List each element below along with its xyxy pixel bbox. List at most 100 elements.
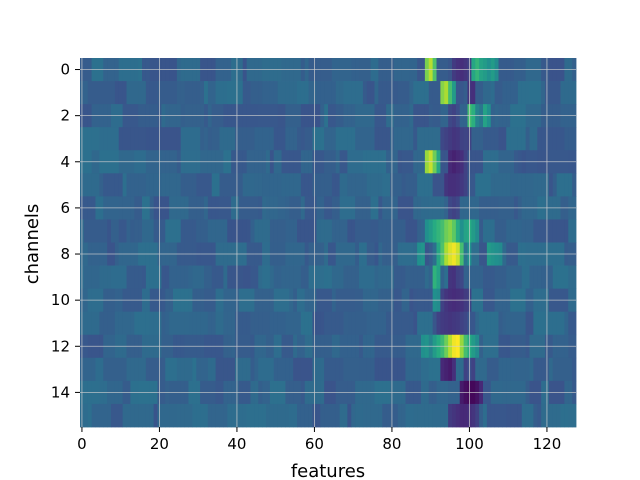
heatmap-cell <box>529 265 534 290</box>
heatmap-cell <box>328 127 333 151</box>
heatmap-cell <box>262 357 267 382</box>
heatmap-cell <box>107 403 112 428</box>
heatmap-cell <box>556 127 561 151</box>
heatmap-cell <box>103 311 108 336</box>
heatmap-cell <box>440 173 445 197</box>
heatmap-cell <box>231 357 236 382</box>
heatmap-cell <box>572 127 577 151</box>
heatmap-cell <box>486 403 492 428</box>
heatmap-cell <box>436 81 441 105</box>
heatmap-cell <box>432 357 437 382</box>
heatmap-cell <box>533 173 538 197</box>
heatmap-cell <box>242 311 248 336</box>
heatmap-cell <box>382 311 387 336</box>
heatmap-cell <box>227 173 232 197</box>
heatmap-cell <box>564 357 569 382</box>
heatmap-cell <box>428 219 434 243</box>
heatmap-cell <box>242 265 248 290</box>
heatmap-cell <box>409 127 414 151</box>
heatmap-cell <box>448 219 453 243</box>
heatmap-cell <box>471 357 476 382</box>
heatmap-cell <box>347 403 352 428</box>
heatmap-cell <box>533 81 538 105</box>
heatmap-cell <box>258 81 263 105</box>
heatmap-cell <box>479 265 484 290</box>
heatmap-cell <box>560 173 565 197</box>
heatmap-cell <box>502 81 507 105</box>
heatmap-cell <box>498 81 503 105</box>
heatmap-cell <box>541 403 546 428</box>
heatmap-cell <box>339 265 344 290</box>
heatmap-cell <box>328 403 333 428</box>
heatmap-cell <box>103 127 108 151</box>
heatmap-cell <box>552 219 558 243</box>
heatmap-cell <box>440 219 445 243</box>
heatmap-cell <box>498 127 503 151</box>
heatmap-cell <box>273 219 279 243</box>
heatmap-cell <box>537 81 542 105</box>
heatmap-cell <box>111 219 116 243</box>
heatmap-cell <box>142 403 147 428</box>
heatmap-cell <box>324 127 329 151</box>
heatmap-cell <box>490 219 496 243</box>
heatmap-cell <box>277 357 282 382</box>
heatmap-cell <box>502 265 507 290</box>
heatmap-cell <box>293 311 298 336</box>
heatmap-cell <box>444 219 449 243</box>
heatmap-cell <box>114 265 120 290</box>
heatmap-cell <box>227 127 232 151</box>
heatmap-cell <box>541 311 546 336</box>
heatmap-cell <box>366 357 372 382</box>
heatmap-cell <box>463 403 468 428</box>
heatmap-cell <box>436 173 441 197</box>
heatmap-cell <box>347 127 352 151</box>
heatmap-cell <box>173 127 178 151</box>
heatmap-cell <box>490 173 496 197</box>
heatmap-cell <box>246 357 251 382</box>
heatmap-cell <box>417 127 422 151</box>
heatmap-cell <box>417 357 422 382</box>
heatmap-cell <box>122 127 127 151</box>
heatmap-cell <box>537 265 542 290</box>
heatmap-cell <box>176 127 182 151</box>
heatmap-cell <box>316 173 321 197</box>
heatmap-cell <box>568 265 573 290</box>
heatmap-cell <box>378 173 383 197</box>
heatmap-cell <box>138 81 143 105</box>
heatmap-cell <box>397 219 403 243</box>
heatmap-cell <box>254 173 259 197</box>
heatmap-cell <box>111 127 116 151</box>
heatmap-cell <box>428 357 434 382</box>
heatmap-cell <box>266 403 271 428</box>
x-tick-label: 40 <box>227 435 246 453</box>
heatmap-cell <box>475 173 480 197</box>
heatmap-cell <box>436 265 441 290</box>
heatmap-cell <box>114 403 120 428</box>
heatmap-cell <box>169 173 174 197</box>
heatmap-cell <box>514 311 519 336</box>
heatmap-cell <box>448 127 453 151</box>
heatmap-cell <box>266 127 271 151</box>
heatmap-cell <box>401 127 406 151</box>
heatmap-cell <box>440 127 445 151</box>
heatmap-cell <box>393 311 399 336</box>
heatmap-cell <box>463 173 468 197</box>
heatmap-cell <box>107 357 112 382</box>
heatmap-cell <box>250 403 255 428</box>
heatmap-cell <box>91 265 96 290</box>
heatmap-cell <box>541 173 546 197</box>
heatmap-cell <box>262 265 267 290</box>
heatmap-cell <box>192 81 197 105</box>
heatmap-cell <box>142 265 147 290</box>
heatmap-cell <box>409 357 414 382</box>
heatmap-cell <box>541 127 546 151</box>
heatmap-cell <box>273 311 279 336</box>
heatmap-cell <box>413 173 418 197</box>
heatmap-cell <box>541 357 546 382</box>
heatmap-cell <box>533 265 538 290</box>
heatmap-cell <box>463 265 468 290</box>
heatmap-cell <box>359 311 364 336</box>
heatmap-cell <box>502 219 507 243</box>
heatmap-cell <box>343 127 348 151</box>
heatmap-cell <box>277 403 282 428</box>
